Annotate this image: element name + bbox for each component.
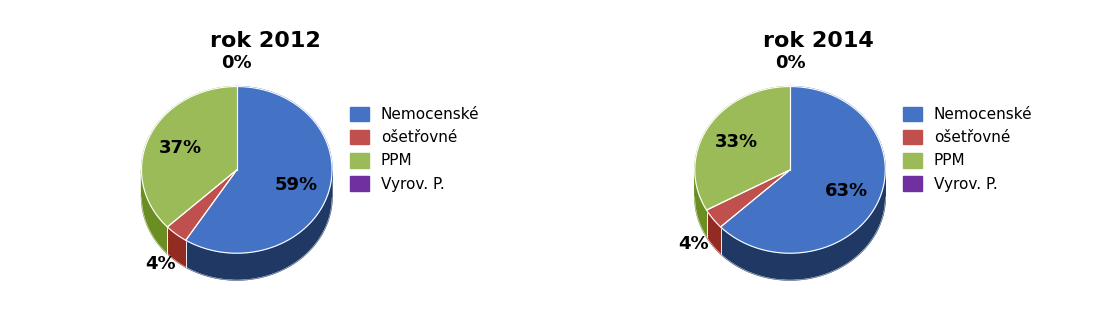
Text: 37%: 37%	[159, 140, 201, 157]
Polygon shape	[142, 170, 167, 254]
Polygon shape	[167, 170, 237, 240]
Text: rok 2014: rok 2014	[763, 31, 874, 51]
Legend: Nemocenské, ošetřovné, PPM, Vyrov. P.: Nemocenské, ošetřovné, PPM, Vyrov. P.	[346, 102, 484, 196]
Polygon shape	[707, 210, 721, 254]
Legend: Nemocenské, ošetřovné, PPM, Vyrov. P.: Nemocenské, ošetřovné, PPM, Vyrov. P.	[898, 102, 1037, 196]
Polygon shape	[142, 86, 237, 227]
Polygon shape	[707, 170, 791, 227]
Text: rok 2012: rok 2012	[210, 31, 320, 51]
Polygon shape	[167, 227, 186, 267]
Polygon shape	[721, 170, 885, 280]
Text: 0%: 0%	[221, 54, 252, 72]
Text: 4%: 4%	[145, 255, 176, 272]
Text: 33%: 33%	[716, 133, 759, 151]
Polygon shape	[721, 86, 885, 253]
Polygon shape	[186, 86, 333, 253]
Text: 0%: 0%	[775, 54, 805, 72]
Polygon shape	[186, 171, 333, 280]
Text: 63%: 63%	[826, 182, 869, 200]
Text: 4%: 4%	[678, 236, 709, 254]
Polygon shape	[695, 86, 791, 210]
Polygon shape	[695, 170, 707, 237]
Text: 59%: 59%	[274, 176, 318, 194]
